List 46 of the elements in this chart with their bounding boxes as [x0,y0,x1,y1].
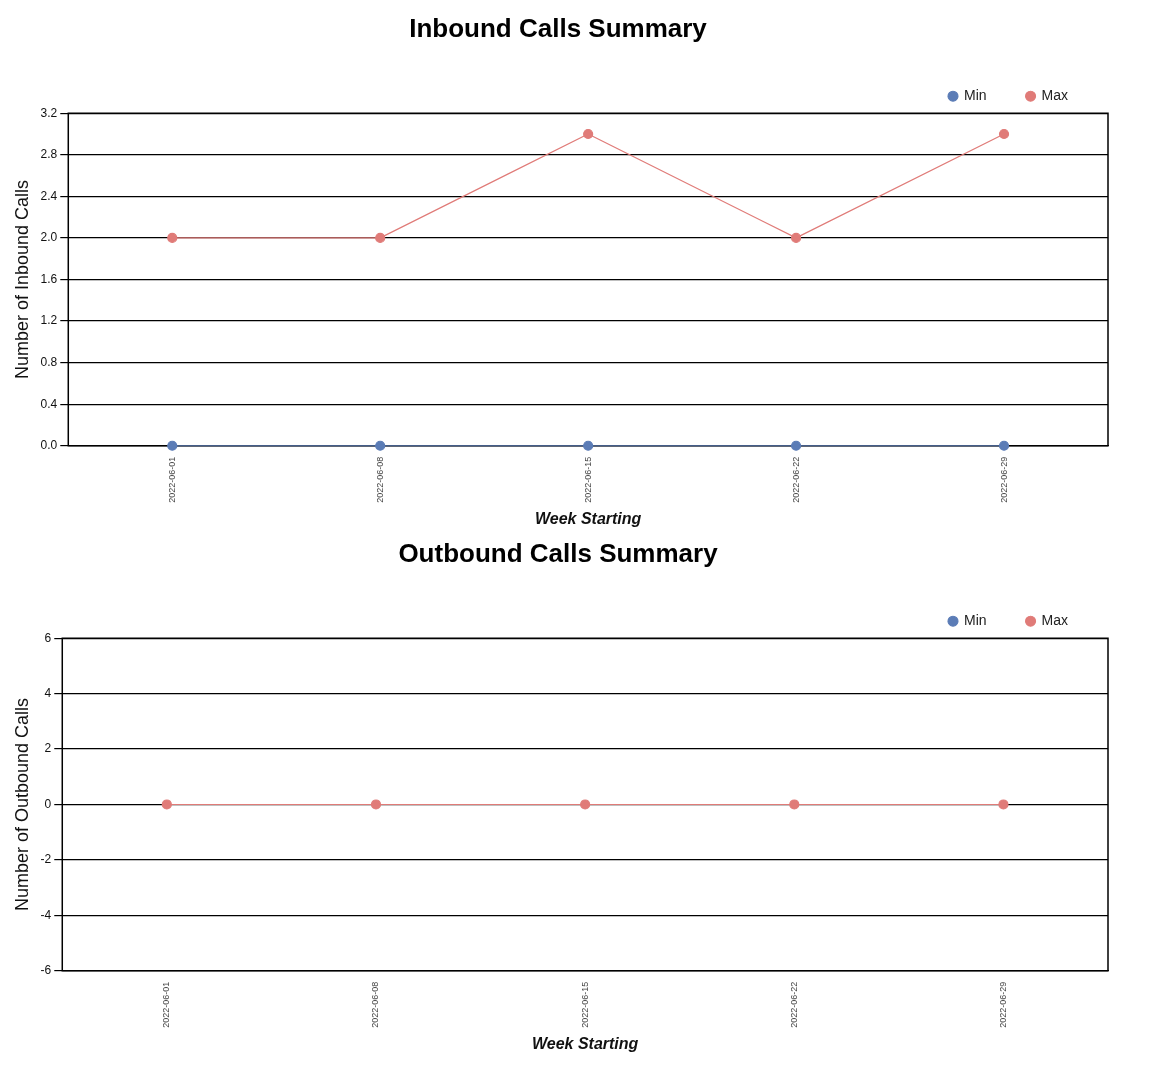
x-tick-label: 2022-06-01 [166,456,177,503]
point [167,232,178,244]
x-tick-label: 2022-06-08 [370,981,381,1028]
x-tick-label: 2022-06-22 [790,456,801,503]
x-axis-title: Week Starting [531,1034,639,1052]
point [375,232,386,244]
y-tick-label: 2.8 [40,147,58,162]
y-tick-label: 1.2 [40,313,58,328]
x-tick-label: 2022-06-29 [997,981,1008,1028]
point [583,128,594,140]
legend-label: Max [1041,612,1068,629]
y-tick-label: 4 [44,685,52,700]
y-tick-label: -2 [40,852,52,867]
x-tick-label: 2022-06-08 [374,456,385,503]
x-axis-title: Week Starting [534,509,642,527]
y-tick-label: 3.2 [40,105,58,120]
x-tick-label: 2022-06-22 [788,981,799,1028]
legend-label: Max [1041,87,1068,104]
point [583,440,594,451]
y-tick-label: 0.0 [40,438,58,453]
point [790,232,802,244]
y-tick-label: -6 [40,963,52,978]
y-tick-label: 2.4 [40,188,58,203]
y-tick-label: 0.8 [40,354,58,369]
point [375,440,386,451]
y-tick-label: 0 [44,796,52,811]
y-axis-title: Number of Inbound Calls [11,179,32,380]
y-tick-label: 0.4 [40,396,58,411]
y-tick-label: 2 [44,741,52,756]
x-tick-label: 2022-06-29 [998,456,1009,503]
point [998,440,1010,451]
x-tick-label: 2022-06-15 [579,981,590,1028]
y-axis-title: Number of Outbound Calls [11,697,32,912]
point [167,440,178,451]
legend-label: Min [963,87,987,104]
chart-title: Outbound Calls Summary [398,537,719,568]
x-tick-label: 2022-06-15 [582,456,593,503]
point [998,128,1010,140]
y-tick-label: 1.6 [40,271,58,286]
point [790,440,802,451]
x-tick-label: 2022-06-01 [161,981,172,1028]
y-tick-label: 2.0 [40,230,58,245]
y-tick-label: -4 [40,907,52,922]
legend-label: Min [963,612,987,629]
y-tick-label: 6 [44,630,52,645]
chart-title: Inbound Calls Summary [409,12,708,43]
